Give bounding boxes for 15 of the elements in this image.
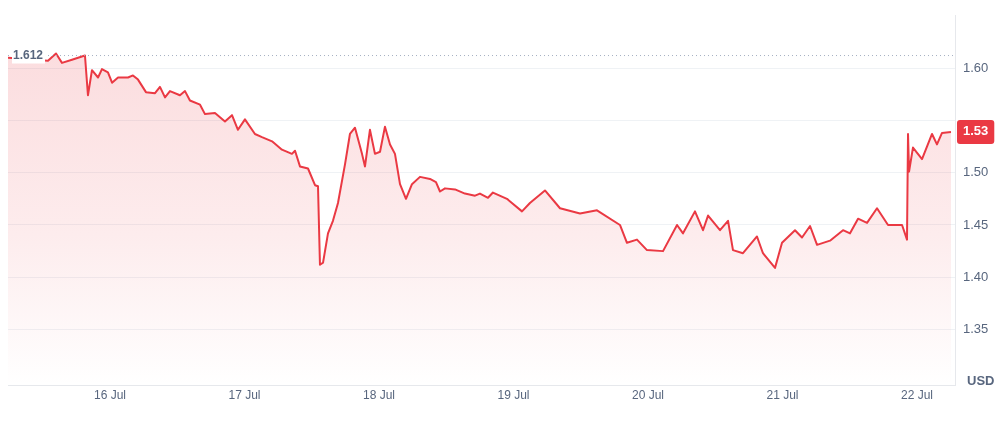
x-tick-label: 21 Jul	[766, 387, 799, 402]
x-tick-label: 17 Jul	[228, 387, 261, 402]
y-tick-label: 1.60	[963, 59, 989, 75]
x-tick-label: 16 Jul	[93, 387, 127, 402]
x-tick-label: 19 Jul	[497, 387, 530, 402]
ref-line-label: 1.612	[13, 47, 44, 62]
y-tick-label: 1.40	[963, 268, 989, 284]
y-tick-label: 1.45	[963, 216, 989, 232]
y-tick-label: 1.50	[963, 164, 989, 180]
y-tick-label: 1.35	[963, 321, 989, 337]
y-axis-title: USD	[967, 372, 995, 388]
x-tick-label: 22 Jul	[900, 387, 933, 402]
annotation: 1.53	[962, 123, 989, 139]
x-tick-label: 18 Jul	[362, 387, 396, 402]
x-tick-label: 20 Jul	[631, 387, 664, 402]
